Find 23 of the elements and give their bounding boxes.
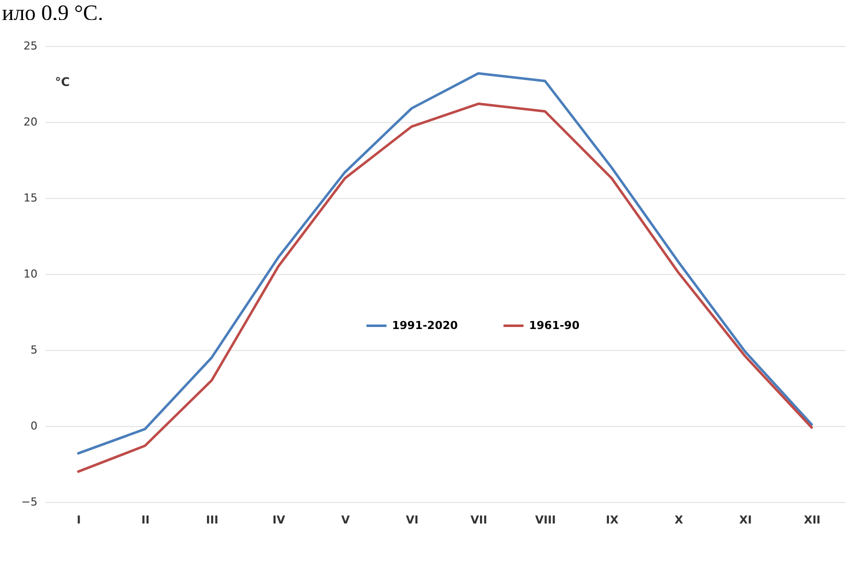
y-tick-label: 10 [24,268,38,280]
x-tick-label: VII [470,514,488,526]
y-axis-title: °C [55,75,70,89]
legend-label: 1961-90 [529,318,580,332]
text: ило 0,9 °С. [2,0,104,26]
y-tick-label: 20 [24,116,38,128]
x-tick-label: VI [406,514,418,526]
x-tick-label: X [674,514,684,526]
y-tick-label: 0 [30,420,38,432]
x-tick-label: II [141,514,150,526]
y-tick-label: 5 [30,344,38,356]
x-tick-label: XII [804,514,821,526]
x-tick-label: I [76,514,81,526]
y-tick-label: −5 [21,496,38,508]
x-tick-label: IX [606,514,619,526]
x-tick-label: XI [739,514,752,526]
y-tick-label: 25 [24,40,38,52]
x-tick-label: IV [272,514,286,526]
x-tick-label: V [341,514,350,526]
x-tick-label: VIII [535,514,556,526]
legend-label: 1991-2020 [392,318,458,332]
y-tick-label: 15 [24,192,38,204]
x-tick-label: III [206,514,218,526]
